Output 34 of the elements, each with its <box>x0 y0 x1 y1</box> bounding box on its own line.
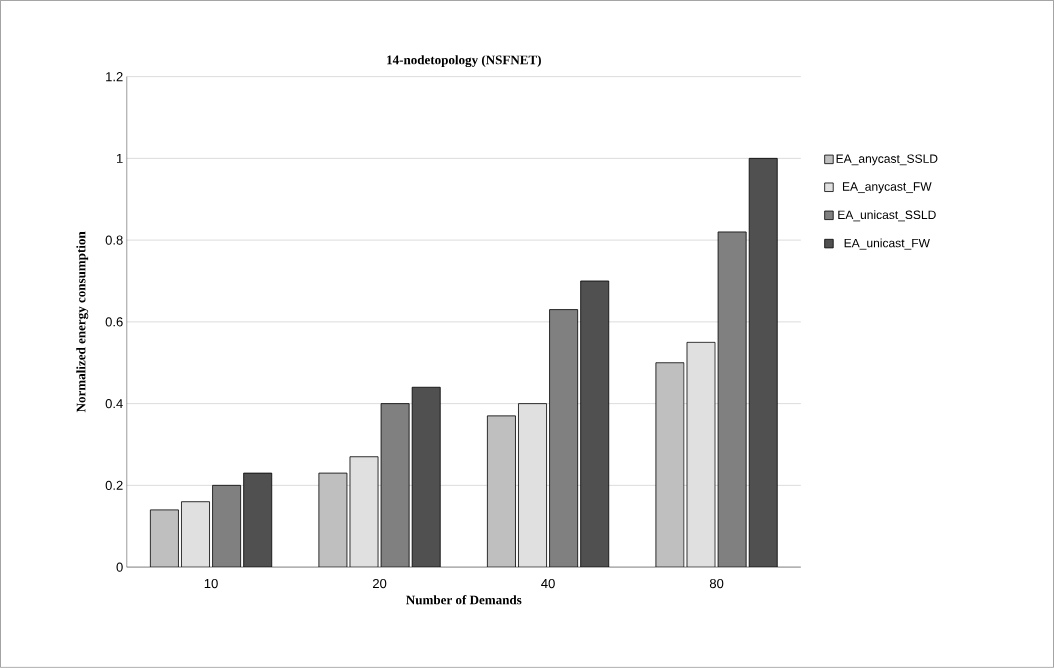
y-tick-label: 0.6 <box>105 317 123 327</box>
bar <box>748 158 778 568</box>
bar <box>380 403 410 568</box>
y-axis-title: Normalized energy consumption <box>76 231 89 413</box>
bar <box>149 509 179 568</box>
y-tick-label: 1 <box>116 153 123 163</box>
bar <box>549 309 579 568</box>
bar <box>243 472 273 568</box>
y-tick-label: 0.8 <box>105 235 123 245</box>
chart-title: 14-nodetopology (NSFNET) <box>387 55 541 68</box>
legend-label: EA_anycast_SSLD <box>836 154 938 166</box>
legend-label: EA_unicast_FW <box>844 238 930 250</box>
y-tick-label: 0 <box>116 562 123 572</box>
bar <box>686 341 716 568</box>
bar <box>411 386 441 568</box>
bar <box>212 485 242 568</box>
bar <box>717 231 747 568</box>
x-tick-label: 10 <box>204 579 218 589</box>
x-tick-label: 20 <box>372 579 387 589</box>
bar <box>655 362 685 568</box>
x-tick-label: 40 <box>541 579 555 589</box>
y-tick-label: 0.4 <box>105 399 123 409</box>
y-tick-label: 0.2 <box>105 480 123 491</box>
bar <box>318 472 348 568</box>
y-tick-label: 1.2 <box>106 72 123 82</box>
x-tick-label: 80 <box>709 579 724 589</box>
bar <box>349 456 379 568</box>
legend-label: EA_unicast_SSLD <box>838 210 936 222</box>
bar <box>580 280 610 568</box>
bar <box>486 415 516 568</box>
x-axis-title: Number of Demands <box>406 595 522 605</box>
legend-label: EA_anycast_FW <box>842 182 932 194</box>
bar <box>518 403 547 568</box>
bar <box>181 501 210 568</box>
